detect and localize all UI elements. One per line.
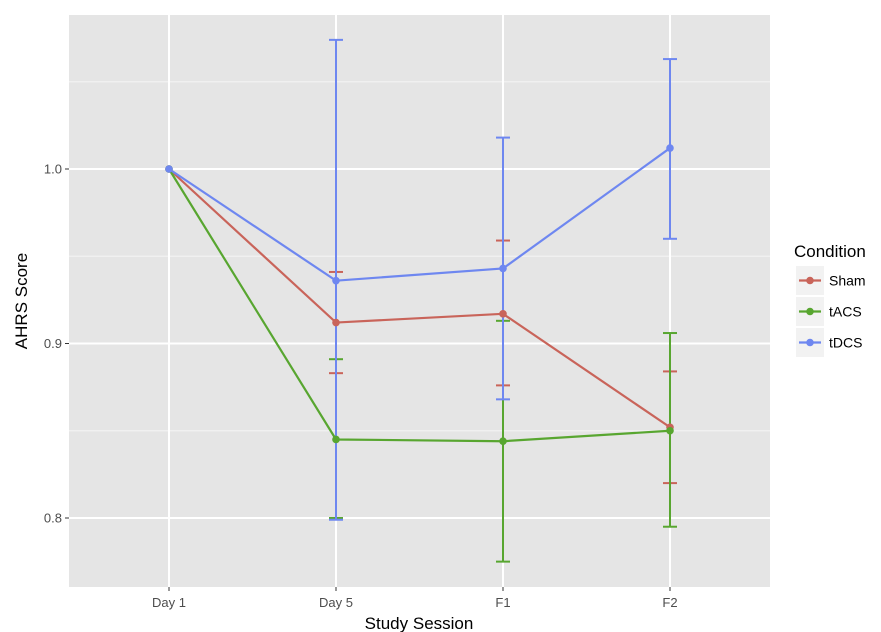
x-tick-label: Day 5 [319,595,353,610]
y-axis: 0.8 0.9 1.0 [44,162,69,526]
y-tick-label: 0.8 [44,511,62,526]
plot-panel [69,15,770,587]
y-axis-title: AHRS Score [12,253,31,349]
series-line-sham [168,168,671,429]
x-tick-label: F2 [662,595,677,610]
legend-label-sham: Sham [829,273,866,289]
series-lines [168,147,671,443]
data-point-sham [332,318,340,327]
data-point-tdcs [499,264,507,273]
data-point-tacs [499,437,507,446]
legend-key-point [806,338,814,347]
x-tick-label: F1 [495,595,510,610]
series-points [165,144,674,446]
data-point-tacs [666,426,674,435]
series-line-tdcs [168,147,671,282]
legend-key-point [806,276,814,285]
data-point-tacs [332,435,340,444]
legend-key-point [806,307,814,316]
data-point-tdcs [332,276,340,285]
x-axis-title: Study Session [365,614,474,632]
data-point-tdcs [165,165,173,173]
legend-title: Condition [794,242,866,261]
y-tick-label: 1.0 [44,162,62,177]
data-point-tdcs [666,144,674,152]
y-tick-label: 0.9 [44,336,62,351]
legend-label-tdcs: tDCS [829,335,862,351]
x-tick-label: Day 1 [152,595,186,610]
legend: Condition Sham tACS tDCS [794,242,866,357]
legend-label-tacs: tACS [829,304,862,320]
x-axis: Day 1 Day 5 F1 F2 [152,587,678,610]
series-line-tacs [168,168,671,443]
data-point-sham [499,310,507,318]
